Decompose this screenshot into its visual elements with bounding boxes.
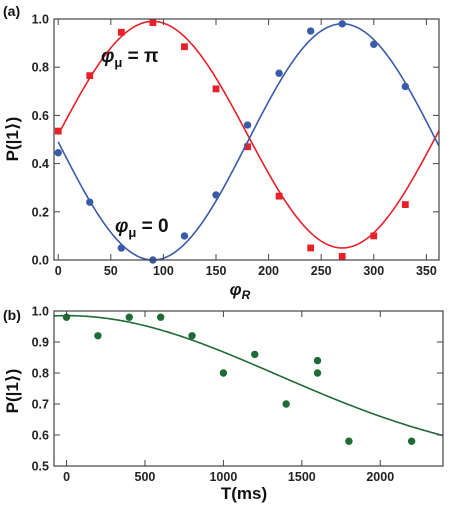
data-point-square xyxy=(86,72,94,80)
y-tick-label: 0.6 xyxy=(32,429,49,443)
data-point-circle xyxy=(212,191,220,199)
x-ticks-b: 0 500 1000 1500 2000 xyxy=(63,311,394,484)
data-point-square xyxy=(307,244,315,252)
data-point-square xyxy=(370,232,378,240)
x-tick-label: 1000 xyxy=(209,470,237,484)
y-tick-label: 0.2 xyxy=(32,205,49,219)
x-ticks-a: 0 50 100 150 200 250 300 350 xyxy=(55,19,437,278)
data-point-circle xyxy=(345,437,353,445)
y-tick-label: 1.0 xyxy=(32,13,49,27)
y-tick-label: 0.5 xyxy=(32,460,49,474)
data-point-square xyxy=(212,85,220,93)
data-point-circle xyxy=(313,369,322,377)
y-axis-title-b: P(|1⟩) xyxy=(3,369,22,414)
y-axis-title-a: P(|1⟩) xyxy=(3,117,22,162)
y-tick-label: 0.4 xyxy=(32,157,49,171)
panel-label-a: (a) xyxy=(3,3,20,19)
y-tick-label: 0.9 xyxy=(32,336,49,350)
x-tick-label: 150 xyxy=(206,264,227,278)
x-tick-label: 500 xyxy=(135,470,156,484)
y-ticks-a: 0.0 0.2 0.4 0.6 0.8 1.0 xyxy=(32,13,439,268)
data-point-square xyxy=(244,143,251,151)
annotation-pi-rest: = π xyxy=(122,46,159,67)
data-point-square xyxy=(275,192,283,200)
data-point-square xyxy=(117,28,125,36)
data-point-circle xyxy=(282,400,290,408)
data-point-square xyxy=(401,201,409,208)
x-axis-title-b: T(ms) xyxy=(221,484,267,503)
data-point-circle xyxy=(117,244,126,252)
x-tick-label: 100 xyxy=(153,264,174,278)
x-tick-label: 300 xyxy=(363,264,384,278)
annotation-zero-sub: μ xyxy=(128,225,136,240)
data-point-circle xyxy=(370,40,378,49)
annotation-pi-base: φ xyxy=(101,46,114,67)
data-point-square xyxy=(338,252,346,260)
y-tick-label: 0.8 xyxy=(32,367,49,381)
y-ticks-b: 0.5 0.6 0.7 0.8 0.9 1.0 xyxy=(32,305,443,474)
x-axis-title-a: φR xyxy=(230,280,251,302)
x-tick-label: 0 xyxy=(63,470,70,484)
data-point-square xyxy=(54,127,62,135)
data-point-circle xyxy=(243,121,252,129)
data-point-circle xyxy=(62,313,71,321)
y-tick-label: 0.7 xyxy=(32,398,49,412)
x-tick-label: 2000 xyxy=(366,470,394,484)
data-point-circle xyxy=(407,437,416,445)
y-tick-label: 1.0 xyxy=(32,305,49,319)
data-point-square xyxy=(149,19,157,27)
x-tick-label: 1500 xyxy=(288,470,316,484)
panel-b: (b) P(|1⟩) 0 500 1000 1500 2000 0.5 0.6 0.7 0.8… xyxy=(3,305,444,503)
x-tick-label: 200 xyxy=(258,264,279,278)
data-point-circle xyxy=(219,369,228,377)
y-tick-label: 0.8 xyxy=(32,61,49,75)
data-point-square xyxy=(181,43,188,51)
annotation-zero-base: φ xyxy=(115,216,128,237)
y-tick-label: 0.6 xyxy=(32,109,49,123)
panel-a: (a) P(|1⟩) 0 50 100 150 200 250 300 350 0.00.20… xyxy=(3,3,440,302)
annotation-phi-mu-pi: φμ = π xyxy=(101,46,159,70)
annotation-pi-sub: μ xyxy=(114,55,122,70)
x-axis-title-a-base: φ xyxy=(230,280,242,299)
data-point-circle xyxy=(54,149,62,157)
annotation-zero-rest: = 0 xyxy=(136,216,168,237)
plot-frame-a xyxy=(53,18,440,261)
plot-frame-b xyxy=(53,310,444,467)
x-axis-title-a-sub: R xyxy=(242,288,251,302)
fit-curve-1 xyxy=(53,314,444,437)
data-point-circle xyxy=(306,27,315,35)
data-point-circle xyxy=(251,350,259,359)
data-point-circle xyxy=(94,332,102,340)
x-tick-label: 0 xyxy=(55,264,62,278)
annotation-phi-mu-0: φμ = 0 xyxy=(115,216,169,240)
data-point-circle xyxy=(275,69,283,77)
data-point-circle xyxy=(156,313,165,321)
x-tick-label: 50 xyxy=(104,264,118,278)
data-point-circle xyxy=(180,232,189,240)
data-point-circle xyxy=(188,332,196,340)
panel-label-b: (b) xyxy=(3,307,21,323)
x-tick-label: 250 xyxy=(311,264,332,278)
plot-area-b xyxy=(53,313,444,445)
y-tick-label: 0.0 xyxy=(32,254,49,268)
data-point-circle xyxy=(125,313,133,321)
data-point-circle xyxy=(401,82,410,91)
data-point-circle xyxy=(86,198,94,206)
fit-curve-1 xyxy=(57,20,440,249)
data-point-circle xyxy=(313,356,322,365)
x-tick-label: 350 xyxy=(416,264,437,278)
data-point-circle xyxy=(338,20,346,28)
